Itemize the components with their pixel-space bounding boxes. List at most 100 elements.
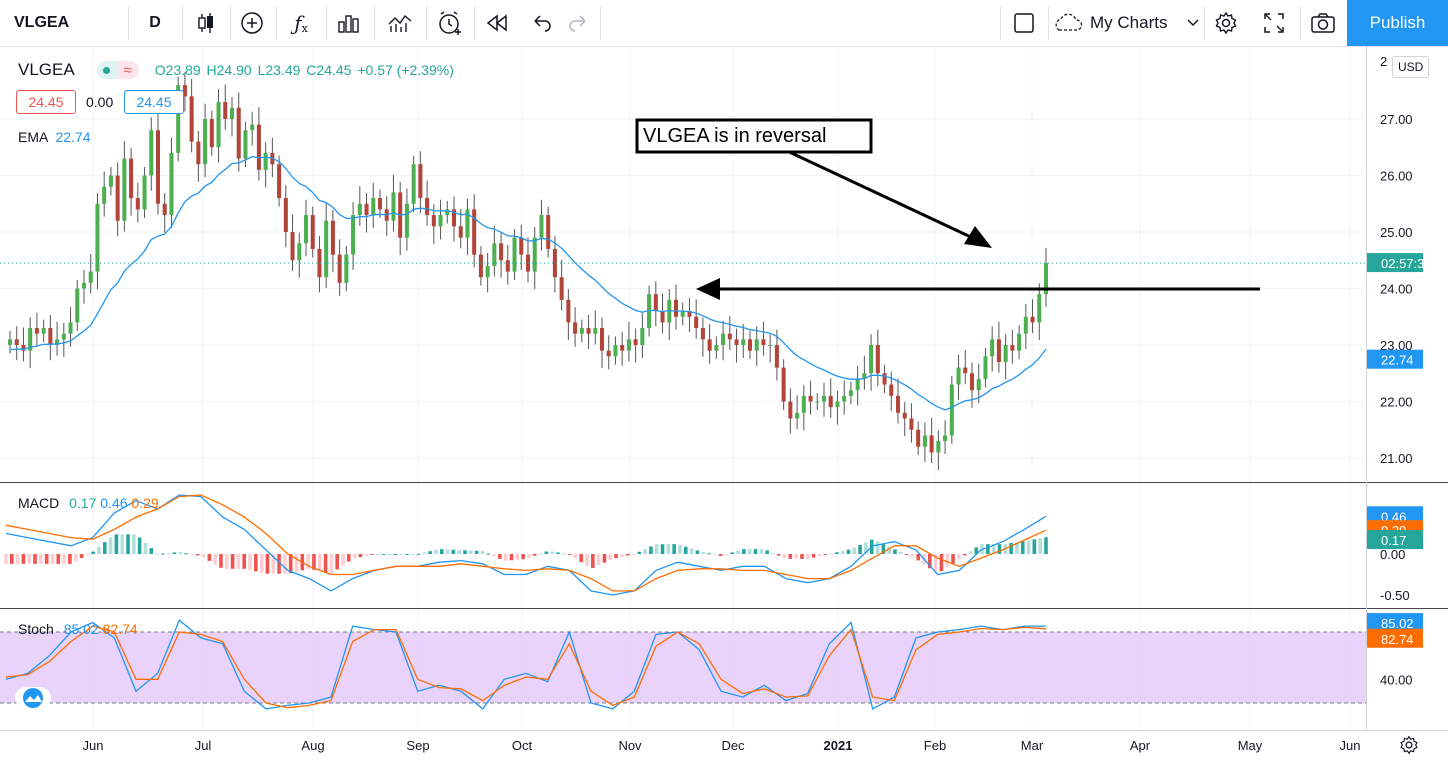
macd-histogram-bar [765,550,769,554]
macd-histogram-bar [346,554,351,562]
publish-button[interactable]: Publish [1347,0,1448,46]
fullscreen-icon[interactable] [1256,0,1292,46]
macd-line [5,494,1047,596]
currency-badge[interactable]: USD [1392,56,1430,78]
time-axis-label: Aug [301,738,324,753]
macd-histogram-bar [219,554,223,568]
legend-toggles[interactable]: ≈ [96,61,139,79]
financials-icon[interactable] [380,0,420,46]
main-legend: VLGEA ≈ O23.89 H24.90 L23.49 C24.45 +0.5… [18,60,456,80]
annotation-arrows[interactable] [696,148,1260,300]
macd-tick-label: -0.50 [1380,588,1410,603]
macd-histogram-bar [248,554,252,571]
macd-histogram-bar [323,554,328,573]
candle-body [1043,263,1049,295]
macd-histogram-bar [236,554,241,569]
macd-histogram-bar [660,544,665,554]
annotation-callout[interactable]: VLGEA is in reversal [635,118,873,154]
snapshot-camera-icon[interactable] [1304,0,1342,46]
my-charts-button[interactable]: My Charts [1052,0,1200,46]
candle-body [472,209,477,255]
candle-body [55,339,60,345]
sell-price-box[interactable]: 24.45 [16,90,76,114]
candle-body [633,339,638,345]
macd-histogram-bar [997,544,1002,554]
macd-histogram-bar [602,554,607,563]
macd-histogram-bar [230,554,235,569]
candle-body [1010,345,1015,351]
candle-body [129,158,134,199]
symbol-search-button[interactable]: VLGEA [14,14,70,31]
diagonal-arrowhead-icon [964,226,992,248]
macd-histogram-bar [515,554,520,560]
buy-price-box[interactable]: 24.45 [124,90,184,114]
candle-body [229,107,235,119]
candle-body [559,277,564,300]
callout-text: VLGEA is in reversal [643,125,826,147]
macd-histogram-bar [207,554,212,561]
candle-body [821,395,827,402]
macd-histogram-bar [875,541,880,554]
settings-gear-icon[interactable] [1208,0,1244,46]
candle-body [943,435,948,442]
macd-histogram-bar [393,554,398,555]
compare-add-icon[interactable] [234,0,270,46]
stoch-label: Stoch [18,621,54,637]
time-axis[interactable]: Jun Jul Aug Sep Oct Nov Dec 2021 Feb Mar Apr May Jun [83,738,1361,753]
stoch-k-badge-text: 85.02 [1381,616,1414,631]
replay-icon[interactable] [478,0,516,46]
templates-icon[interactable] [330,0,368,46]
candle-body [835,401,840,408]
layout-square-icon[interactable] [1006,0,1042,46]
macd-histogram-bar [538,553,543,555]
legend-low: L23.49 [257,62,301,78]
macd-histogram-bar [439,549,444,554]
undo-icon[interactable] [524,0,560,46]
macd-histogram-bar [137,537,142,554]
approx-icon[interactable]: ≈ [116,61,139,79]
candle-body [801,395,806,413]
time-axis-label: Sep [406,738,429,753]
ema-badge [1367,349,1423,369]
macd-histogram-bar [654,544,659,554]
candle-body [330,220,335,255]
chart-canvas[interactable]: VLGEA is in reversal 27.00 26.00 25.00 24.0… [0,46,1448,763]
macd-histogram-bar [858,544,862,554]
macd-histogram-bar [341,554,345,566]
candle-body [243,130,248,159]
stoch-k-value: 85.02 [63,621,99,637]
candle-body [297,243,302,261]
alert-clock-icon[interactable] [430,0,470,46]
candle-body [734,339,739,345]
interval-button[interactable]: D [149,14,161,31]
macd-tick-label: 0.00 [1380,547,1405,562]
macd-histogram-bar [27,554,32,564]
macd-histogram-bar [962,554,967,556]
candle-body [613,345,618,357]
macd-histogram-bar [649,546,653,554]
candle-body [371,198,376,216]
toolbar-divider [182,6,183,40]
stoch-d-badge-text: 82.74 [1381,632,1414,647]
macd-histogram-bar [480,551,485,554]
macd-histogram-bar [399,554,403,555]
toolbar-divider [374,6,375,40]
macd-histogram-bar [68,554,72,564]
candle-body [976,378,981,391]
candle-body [1023,316,1028,334]
axis-settings-gear-icon[interactable] [1398,734,1420,756]
macd-histogram-bar [579,554,583,563]
candle-body [216,102,221,148]
macd-histogram-bar [161,553,165,555]
stoch-legend: Stoch 85.02 82.74 [18,621,138,637]
price-scale[interactable]: 27.00 26.00 25.00 24.00 23.00 22.00 21.00 2 02:5… [1367,54,1432,687]
tradingview-logo-icon[interactable] [15,687,51,709]
macd-histogram-bar [596,554,601,566]
candle-body [573,322,578,334]
candle-body [721,333,726,345]
candle-body [774,345,779,368]
time-axis-label: Feb [924,738,946,753]
eye-dot-icon[interactable] [96,61,117,79]
candle-style-icon[interactable] [188,0,224,46]
